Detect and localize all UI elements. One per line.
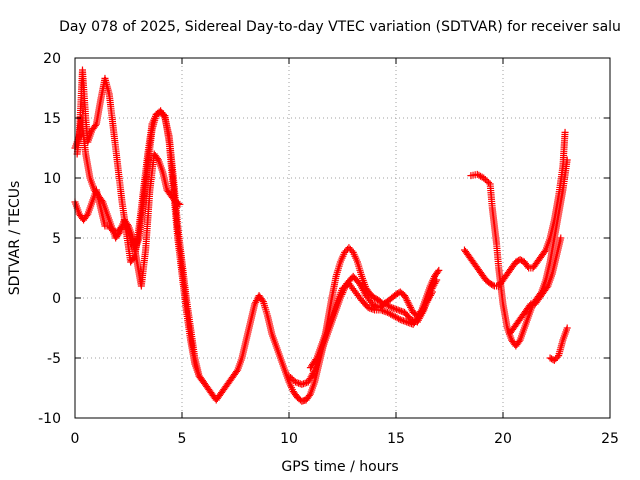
data-point (288, 375, 296, 383)
data-point (402, 295, 410, 303)
data-point (563, 324, 571, 332)
data-point (434, 268, 442, 276)
data-point (258, 296, 266, 304)
data-point (428, 288, 436, 296)
x-tick-label: 5 (178, 431, 187, 447)
data-point (432, 278, 440, 286)
data-point (199, 378, 207, 386)
x-tick-label: 0 (71, 431, 80, 447)
data-point (524, 263, 532, 270)
data-point (401, 292, 409, 300)
data-point (407, 303, 415, 311)
data-point (483, 177, 491, 185)
data-points (71, 66, 571, 405)
x-axis-label: GPS time / hours (281, 459, 398, 475)
x-tick-label: 25 (601, 431, 619, 447)
data-point (406, 302, 414, 310)
y-tick-label: 15 (43, 111, 61, 127)
data-point (252, 298, 260, 306)
data-point (435, 266, 443, 274)
data-point (561, 128, 569, 136)
y-tick-label: 10 (43, 171, 61, 187)
y-tick-label: 5 (52, 231, 61, 247)
x-tick-label: 20 (494, 431, 512, 447)
data-point (285, 372, 293, 380)
data-point (401, 293, 409, 301)
chart-title: Day 078 of 2025, Sidereal Day-to-day VTE… (59, 19, 621, 35)
y-tick-label: 20 (43, 51, 61, 67)
grid-lines (75, 58, 610, 418)
data-point (404, 298, 412, 306)
data-point (433, 276, 441, 284)
data-point (553, 353, 561, 361)
data-point (403, 297, 411, 305)
data-point (348, 247, 356, 255)
data-point (481, 176, 489, 183)
y-tick-label: 0 (52, 291, 61, 307)
data-point (174, 200, 182, 208)
data-point (563, 156, 571, 164)
data-point (395, 315, 403, 323)
data-point (312, 356, 320, 364)
data-point (526, 302, 534, 309)
series-track-g (467, 156, 571, 350)
data-point (407, 305, 415, 313)
series-track-i (546, 324, 571, 364)
data-point (198, 377, 206, 384)
x-tick-label: 15 (387, 431, 405, 447)
data-point (310, 368, 318, 376)
data-point (91, 122, 99, 129)
data-point (485, 179, 493, 186)
data-point (480, 174, 488, 182)
data-point (405, 300, 413, 308)
data-point (251, 300, 259, 308)
series-track-h (505, 234, 565, 338)
data-point (489, 281, 497, 289)
series-track-c (73, 114, 184, 290)
data-point (287, 374, 295, 381)
data-point (557, 234, 565, 242)
series-track-e (306, 280, 436, 372)
data-point (176, 200, 184, 208)
data-point (427, 290, 435, 298)
x-tick-label: 10 (280, 431, 298, 447)
data-point (386, 303, 394, 311)
axis-ticks: 0 5 10 15 20 25 -10 -5 0 5 10 15 20 (38, 51, 619, 447)
y-tick-label: -10 (38, 411, 61, 427)
y-tick-label: -5 (47, 351, 61, 367)
y-axis-label: SDTVAR / TECUs (7, 181, 23, 296)
